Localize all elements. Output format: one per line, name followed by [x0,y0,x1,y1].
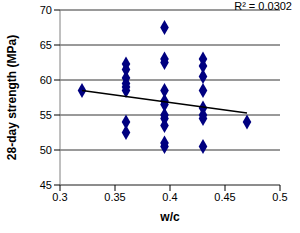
svg-text:28-day strength (MPa): 28-day strength (MPa) [8,35,19,160]
svg-text:45: 45 [40,179,52,191]
svg-text:0.45: 0.45 [214,191,235,203]
svg-text:55: 55 [40,109,52,121]
html-text:R² = 0.0302: R² = 0.0302 [234,0,292,12]
svg-text:65: 65 [40,39,52,51]
svg-text:70: 70 [40,4,52,16]
svg-text:w/c: w/c [159,210,180,224]
svg-text:0.4: 0.4 [162,191,177,203]
svg-text:0.3: 0.3 [52,191,67,203]
svg-text:50: 50 [40,144,52,156]
svg-text:0.5: 0.5 [272,191,287,203]
svg-text:60: 60 [40,74,52,86]
svg-text:0.35: 0.35 [104,191,125,203]
